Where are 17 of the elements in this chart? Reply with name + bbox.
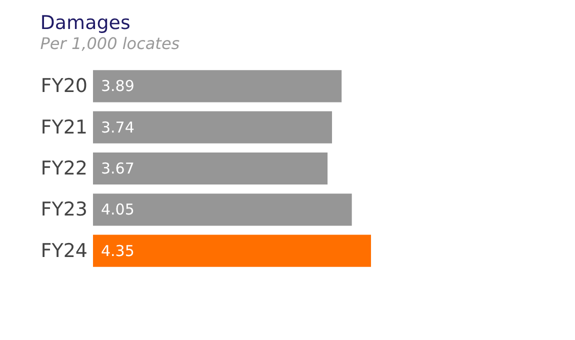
data-label: 3.74: [101, 118, 134, 136]
chart-subtitle: Per 1,000 locates: [40, 34, 180, 53]
y-tick-label: FY22: [40, 158, 88, 180]
chart-title: Damages: [40, 12, 130, 34]
data-label: 3.89: [101, 77, 134, 96]
y-tick-label: FY20: [40, 75, 88, 98]
y-tick-label: FY23: [40, 198, 88, 221]
bar: [93, 70, 342, 102]
bar: [93, 194, 352, 226]
bar: [93, 152, 328, 185]
y-tick-label: FY21: [40, 116, 88, 138]
data-label: 4.35: [101, 242, 134, 260]
data-label: 3.67: [101, 160, 134, 178]
bar: [93, 111, 332, 144]
bar: [93, 234, 371, 267]
data-label: 4.05: [101, 200, 134, 219]
y-tick-label: FY24: [40, 240, 88, 262]
